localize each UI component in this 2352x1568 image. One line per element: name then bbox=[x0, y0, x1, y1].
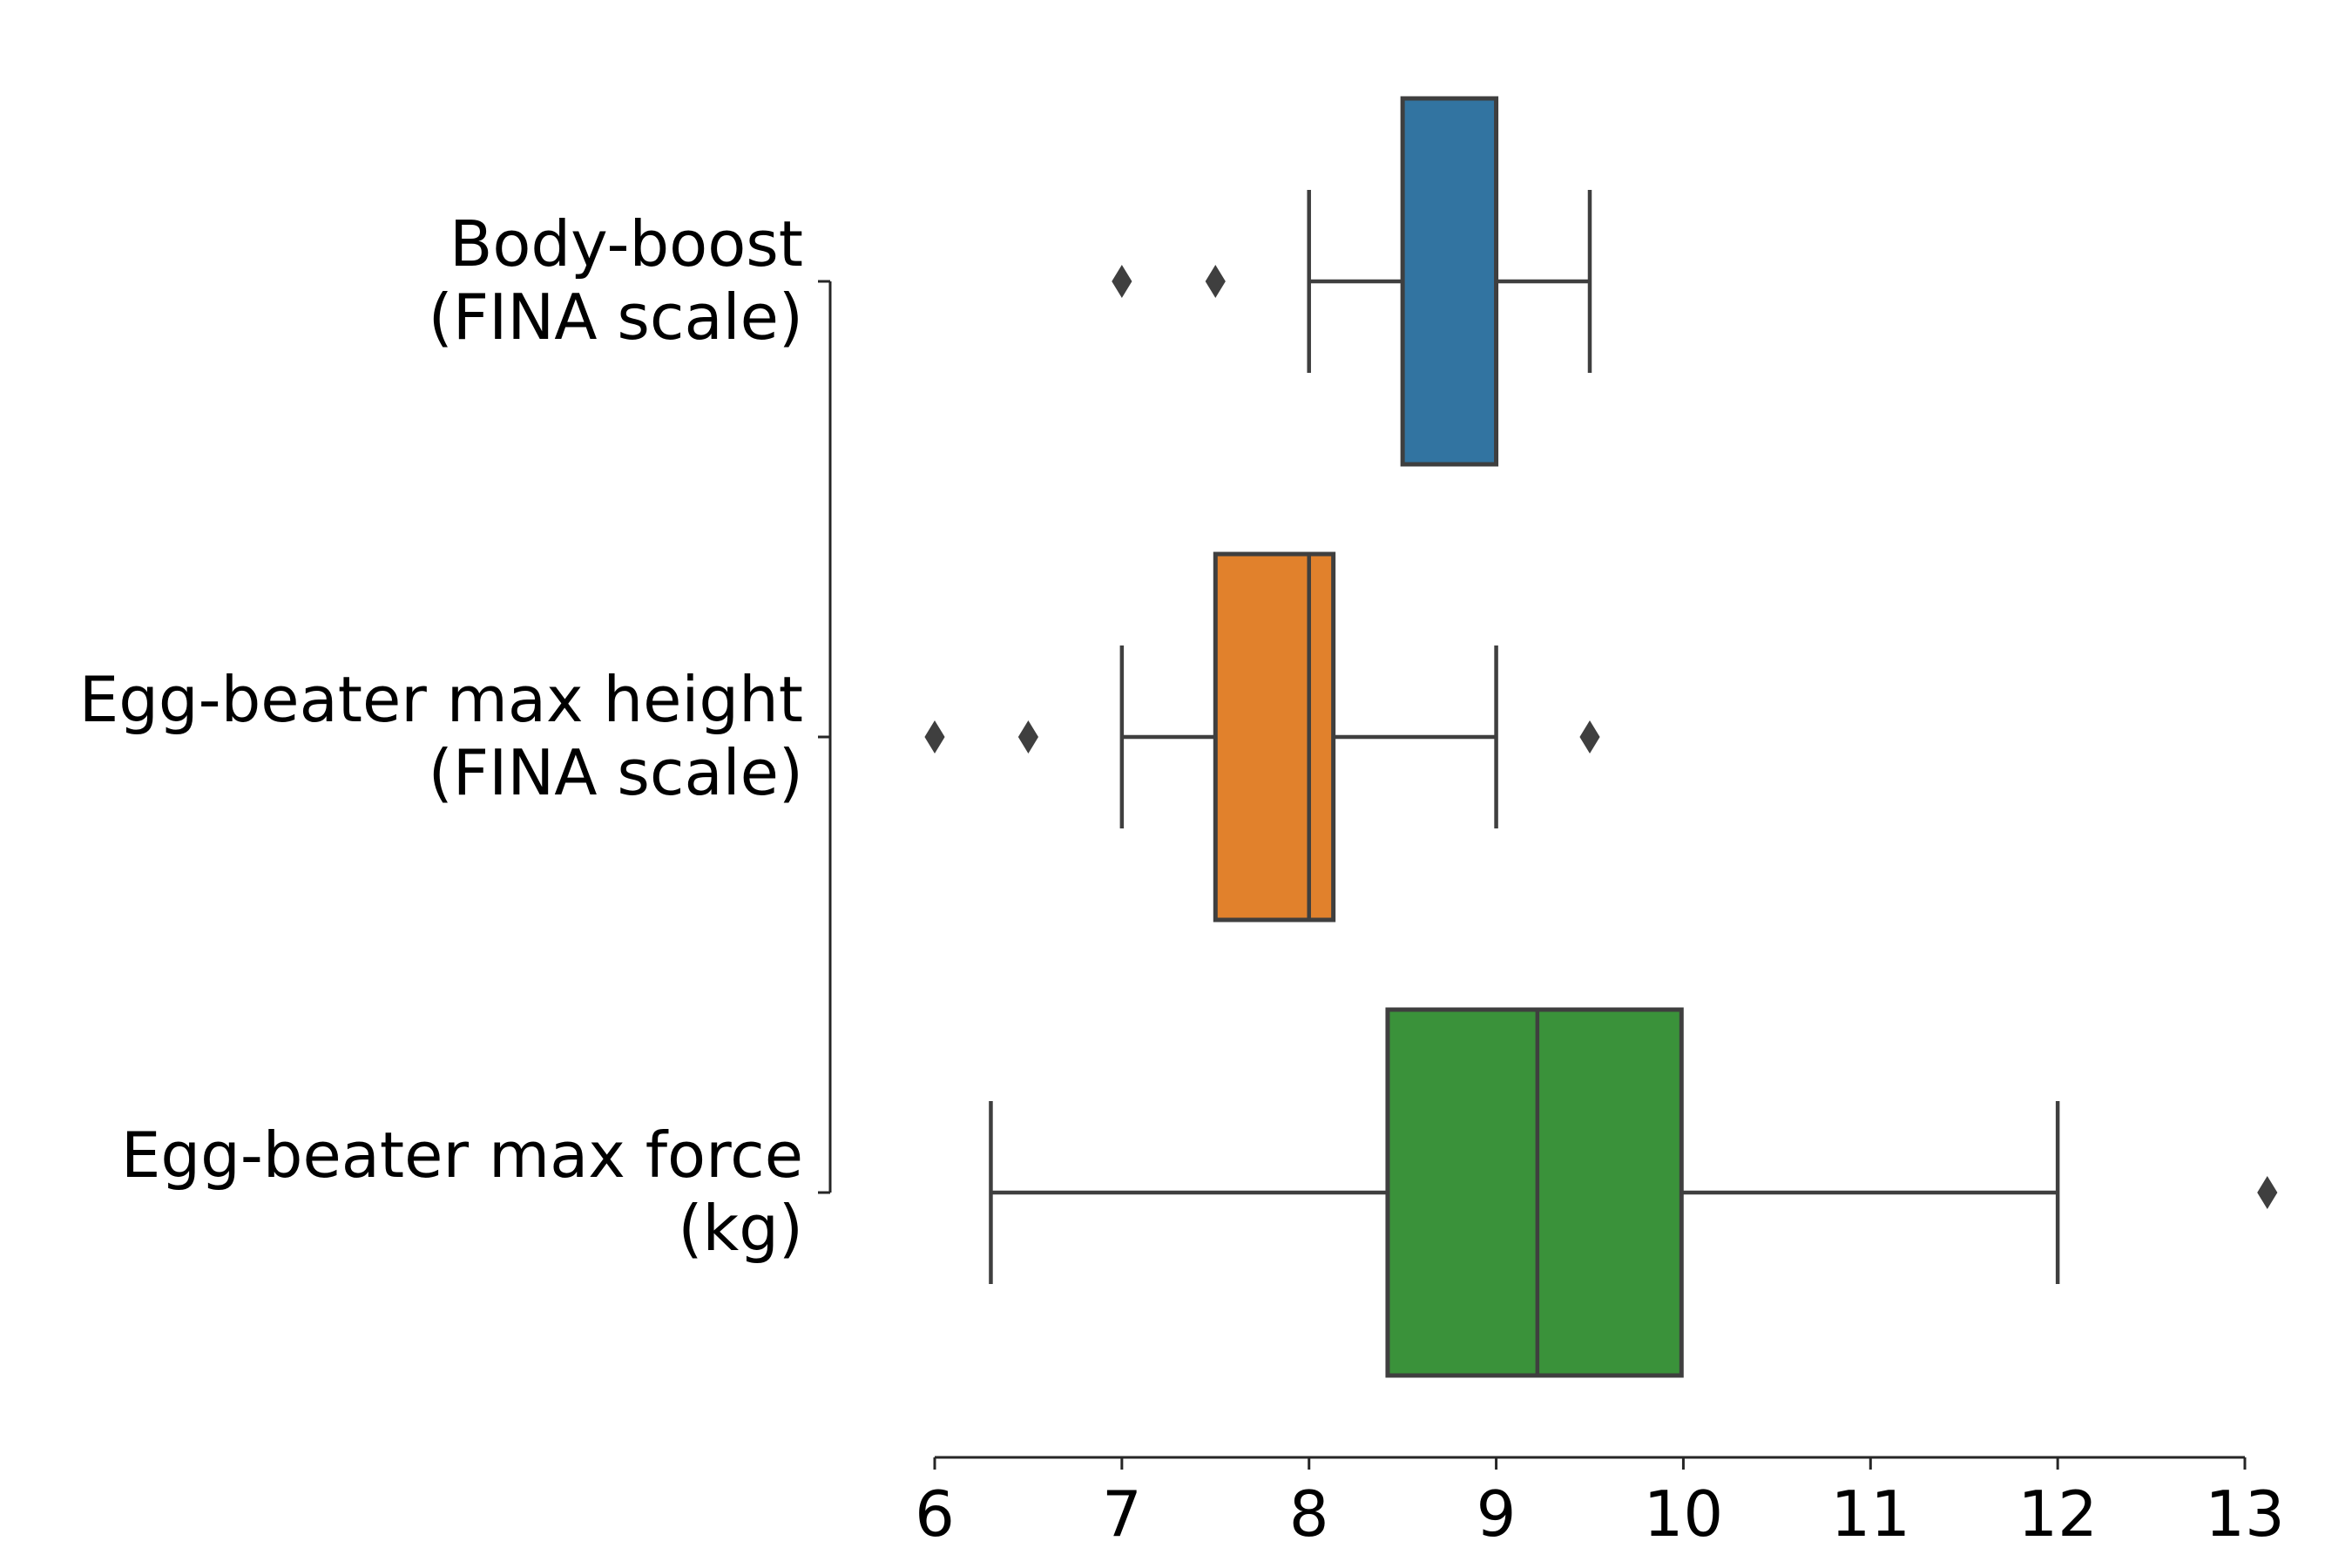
value-tick-label: 12 bbox=[2017, 1477, 2098, 1551]
box-body-boost bbox=[1112, 96, 1592, 467]
category-label-line: Body-boost bbox=[449, 207, 803, 280]
value-tick-label: 8 bbox=[1289, 1477, 1329, 1551]
category-label-line: (FINA scale) bbox=[429, 280, 803, 354]
category-axis: Body-boost (FINA scale)Egg-beater max hei… bbox=[79, 207, 832, 1265]
plot-area bbox=[924, 96, 2278, 1378]
outlier-point-body-boost-1 bbox=[1205, 265, 1226, 298]
value-tick-label: 9 bbox=[1477, 1477, 1517, 1551]
outlier-point-egg-beater-max-height-1 bbox=[1017, 720, 1039, 754]
value-tick-label: 11 bbox=[1830, 1477, 1910, 1551]
iqr-box-body-boost bbox=[1400, 96, 1499, 467]
value-tick-label: 7 bbox=[1102, 1477, 1142, 1551]
category-label-line: Egg-beater max height bbox=[79, 663, 803, 736]
category-label-egg-beater-max-height: Egg-beater max height (FINA scale) bbox=[79, 663, 803, 809]
category-label-egg-beater-max-force: Egg-beater max force (kg) bbox=[121, 1119, 803, 1265]
value-tick-label: 6 bbox=[915, 1477, 955, 1551]
outlier-point-body-boost-0 bbox=[1112, 265, 1132, 298]
outlier-point-egg-beater-max-height-0 bbox=[924, 720, 945, 754]
iqr-box-egg-beater-max-force bbox=[1385, 1007, 1684, 1378]
box-egg-beater-max-height bbox=[924, 551, 1600, 923]
outlier-point-egg-beater-max-force-0 bbox=[2257, 1176, 2278, 1209]
category-label-body-boost: Body-boost (FINA scale) bbox=[429, 207, 803, 354]
category-label-line: Egg-beater max force bbox=[121, 1119, 803, 1192]
iqr-box-egg-beater-max-height bbox=[1213, 551, 1336, 923]
outlier-point-egg-beater-max-height-2 bbox=[1579, 720, 1600, 754]
value-axis: 6 7 8 9 10 11 12 13 bbox=[915, 1456, 2285, 1551]
category-label-line: (kg) bbox=[678, 1192, 803, 1265]
value-tick-label: 10 bbox=[1644, 1477, 1724, 1551]
value-tick-label: 13 bbox=[2205, 1477, 2285, 1551]
category-label-line: (FINA scale) bbox=[429, 736, 803, 809]
box-egg-beater-max-force bbox=[989, 1007, 2278, 1378]
